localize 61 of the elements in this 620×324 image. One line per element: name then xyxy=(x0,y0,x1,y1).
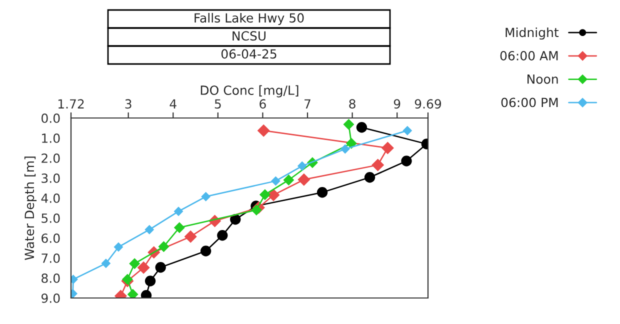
point xyxy=(364,172,376,183)
y-tick-label: 4.0 xyxy=(41,193,60,203)
point xyxy=(250,204,262,216)
point xyxy=(298,173,310,186)
y-tick-label: 0.0 xyxy=(42,113,60,123)
y-tick-label: 2.0 xyxy=(42,153,60,163)
point xyxy=(381,142,394,154)
point xyxy=(174,206,184,216)
legend-label: Noon xyxy=(528,74,558,84)
y-tick-label: 6.0 xyxy=(42,233,60,243)
y-tick-label: 5.0 xyxy=(42,213,60,223)
point xyxy=(259,189,270,200)
y-tick-label: 9.0 xyxy=(41,293,60,303)
point xyxy=(201,192,211,202)
point xyxy=(144,224,154,234)
point xyxy=(270,176,280,186)
point xyxy=(101,258,111,268)
chart-title: Falls Lake Hwy 50 xyxy=(194,12,304,26)
point xyxy=(217,230,228,241)
legend-label: 06:00 PM xyxy=(501,98,558,108)
y-tick-label: 7.0 xyxy=(42,253,60,263)
point xyxy=(155,262,166,273)
point xyxy=(184,230,197,243)
point xyxy=(346,138,357,149)
chart-subtitle: NCSU xyxy=(232,31,266,41)
y-tick-label: 8.0 xyxy=(42,273,60,283)
point xyxy=(402,126,412,136)
x-tick-label: 6 xyxy=(260,99,266,109)
point xyxy=(200,246,212,256)
text: 06-04-25 xyxy=(221,49,276,59)
point xyxy=(144,276,156,286)
x-tick-label: 5 xyxy=(214,99,221,109)
point xyxy=(158,241,170,252)
x-tick-label: 1.72 xyxy=(58,99,84,108)
point xyxy=(129,258,140,270)
x-axis-title: DO Conc [mg/L] xyxy=(200,85,298,98)
x-tick-label: 8 xyxy=(349,99,356,109)
point xyxy=(356,122,368,133)
x-tick-label: 7 xyxy=(304,99,310,108)
x-tick-label: 4 xyxy=(170,99,176,108)
point xyxy=(174,222,185,234)
y-tick-label: 1.0 xyxy=(42,133,60,143)
point xyxy=(122,274,133,285)
point xyxy=(297,161,307,171)
point xyxy=(137,261,150,274)
x-tick-label: 9.69 xyxy=(414,99,442,109)
point xyxy=(401,156,412,166)
point xyxy=(257,124,270,137)
point xyxy=(127,288,138,298)
point xyxy=(340,144,350,154)
point xyxy=(283,174,294,186)
point xyxy=(316,187,328,198)
legend-label: Midnight xyxy=(506,27,559,40)
point xyxy=(343,118,354,130)
point xyxy=(372,158,384,172)
x-tick-label: 3 xyxy=(125,99,132,109)
point xyxy=(114,242,124,252)
y-tick-label: 3.0 xyxy=(42,173,60,183)
legend-label: 06:00 AM xyxy=(500,51,558,60)
x-tick-label: 9 xyxy=(394,99,400,109)
y-axis-title: Water Depth [m] xyxy=(24,156,37,260)
